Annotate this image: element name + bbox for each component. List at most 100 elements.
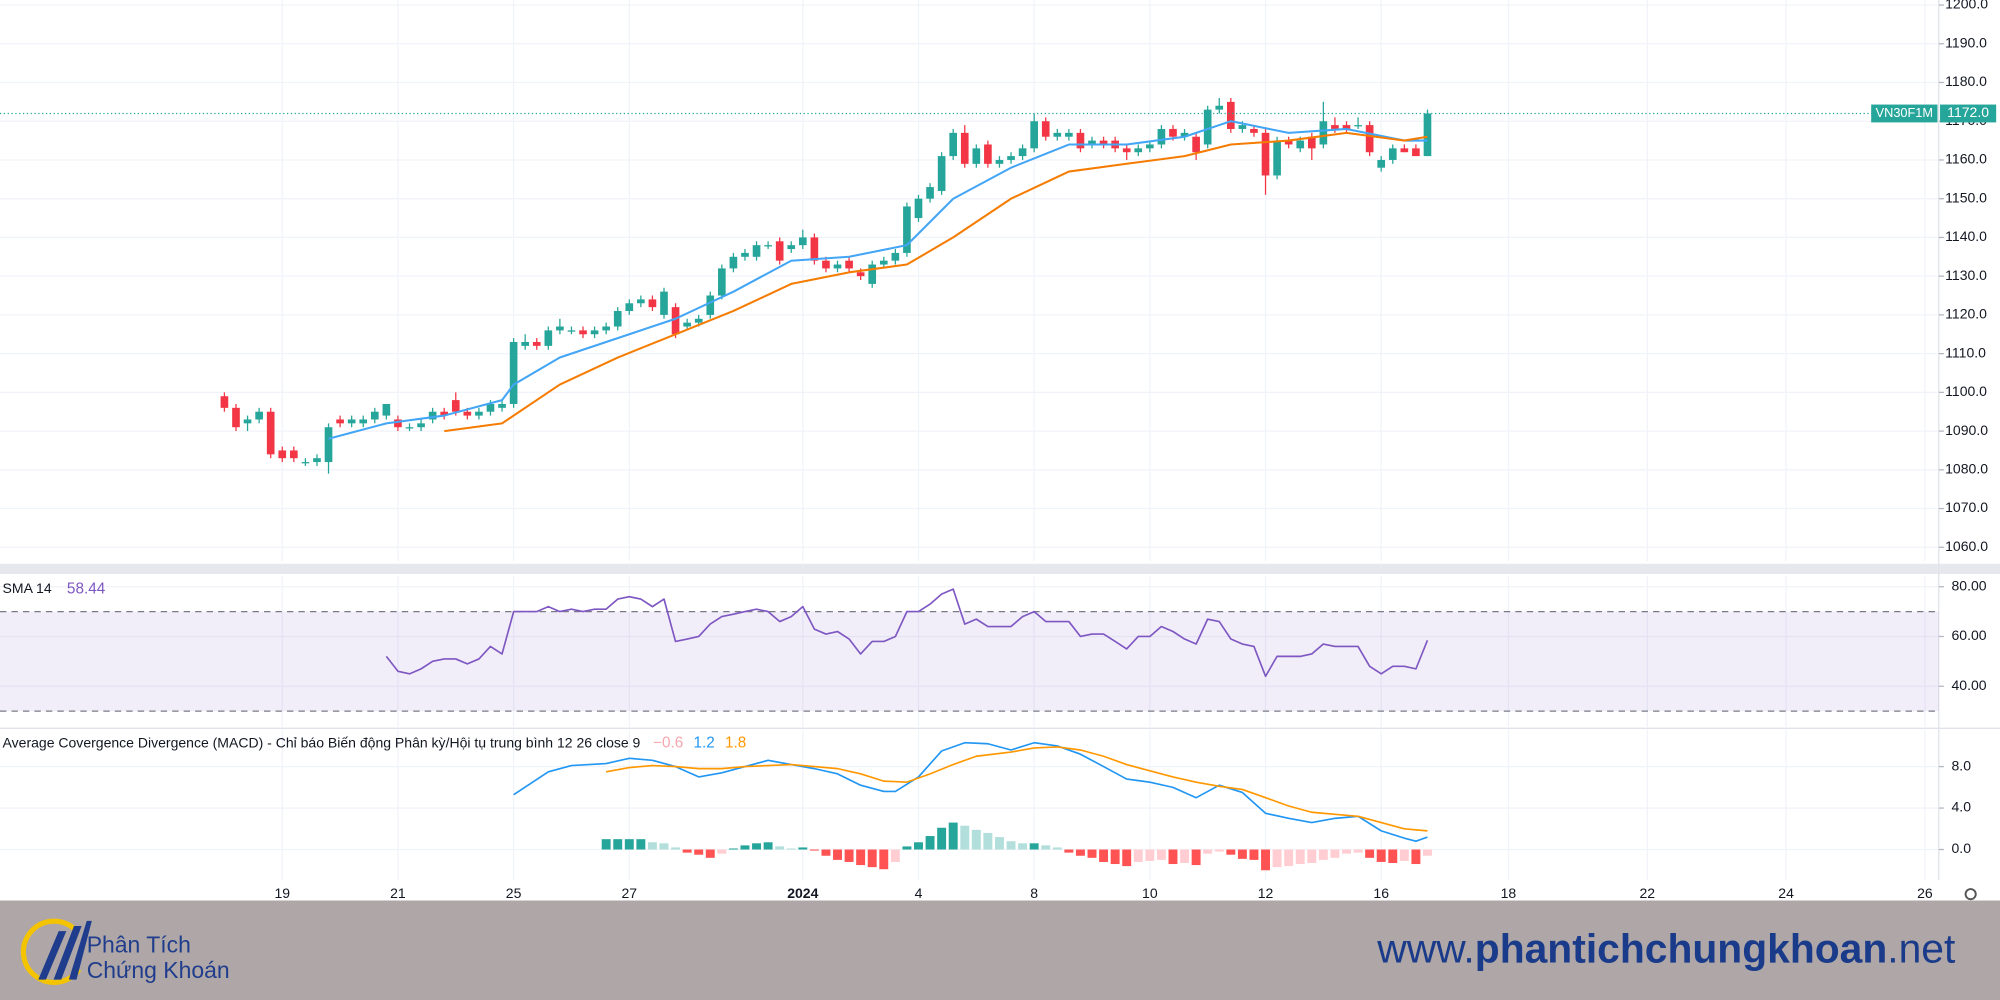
histogram-bar [1353,849,1363,853]
histogram-bar [902,846,912,850]
footer [0,900,2000,1000]
macd-line [605,746,1428,832]
candle-body [787,245,796,250]
logo-arc [20,918,82,985]
candle-body [683,322,691,327]
y-tick-label: 1190.0 [1945,34,1987,50]
candle-body [1088,140,1096,145]
histogram-bar [1075,849,1085,856]
macd-title: Average Covergence Divergence (MACD) - C… [3,734,641,750]
legend-value: 1.8 [725,735,746,752]
x-tick-label: 10 [1142,885,1158,901]
histogram-bar [1156,849,1166,860]
y-tick-label: 1060.0 [1945,538,1988,554]
candle-body [1319,121,1328,145]
candle-body [706,295,715,315]
histogram-bar [983,832,993,850]
candle-body [903,206,911,253]
histogram-bar [1029,843,1039,850]
histogram-bar [1388,849,1398,863]
candle-body [509,342,518,404]
rsi-value: 58.44 [67,580,106,597]
candle-body [1146,144,1154,149]
candle-body [833,264,842,269]
candle-body [1134,148,1143,153]
symbol-label: VN30F1M [1876,105,1933,120]
candle-body [1215,105,1224,110]
histogram-bar [624,839,634,850]
histogram-bar [1226,849,1236,855]
y-tick-label: 1070.0 [1945,499,1988,515]
candle-body [694,318,703,323]
candle-body [324,427,333,463]
y-tick-label: 8.0 [1952,757,1972,773]
histogram-bar [833,849,842,860]
x-tick-label: 12 [1258,885,1274,901]
y-tick-label: 1110.0 [1945,344,1986,360]
histogram-bar [636,839,646,850]
histogram-bar [1295,849,1305,865]
histogram-bar [1423,849,1432,856]
candle-body [602,326,610,331]
logo-text: Phân Tích [87,931,191,957]
y-tick-label: 4.0 [1952,799,1972,815]
candle-body [428,411,437,420]
y-tick-label: 1200.0 [1945,0,1988,12]
plots: 1060.01070.01080.01090.01100.01110.01120… [0,0,1997,901]
legend-value: −0.6 [653,735,683,752]
rsi-line [385,588,1429,678]
histogram-bar [798,847,808,850]
candle-body [475,411,483,416]
histogram-bar [1342,849,1351,854]
y-tick-label: 1090.0 [1945,422,1988,438]
candle-body [752,245,761,257]
histogram-bar [994,837,1004,850]
candle-body [382,403,391,416]
candle-body [1122,148,1131,153]
candle-body [394,419,402,428]
x-tick-label: 4 [915,885,923,901]
histogram-bar [752,843,762,850]
candle-body [798,237,807,246]
candle-body [556,326,564,331]
histogram-bar [1041,845,1051,850]
candle-body [1169,128,1177,137]
candle-body [266,411,275,455]
y-tick-label: 80.00 [1952,577,1987,593]
candle-body [1018,148,1027,157]
histogram-bar [937,827,947,850]
moving-average [444,131,1428,433]
settings-icon[interactable] [1964,888,1977,901]
x-tick-label: 25 [506,885,522,901]
candle-body [1250,128,1258,133]
histogram-bar [705,849,715,858]
y-tick-label: 1140.0 [1945,228,1987,244]
candle-body [1226,101,1235,129]
y-tick-label: 1150.0 [1945,189,1987,205]
histogram-bar [890,849,900,862]
candle-body [532,342,541,346]
histogram-bar [821,849,831,856]
histogram-bar [763,842,773,850]
x-tick-label: 18 [1501,885,1517,901]
candle-body [937,156,946,191]
x-tick-label: 22 [1639,885,1655,901]
candle-body [995,159,1004,164]
candle-body [960,132,969,164]
histogram-bar [786,848,796,850]
candle-body [1423,113,1432,157]
candle-body [544,330,553,346]
x-tick-label: 26 [1917,885,1933,901]
candle-body [613,311,622,327]
symbol-tag [1871,104,1938,123]
candle-body [1157,128,1166,145]
histogram-bar [948,822,958,850]
candle-body [1354,125,1362,127]
candle-body [984,144,992,164]
histogram-bar [879,849,889,870]
legend-value: 1.2 [694,735,715,752]
price-label: 1172.0 [1947,104,1989,120]
macd-line [513,741,1428,843]
candle-body [1180,132,1189,137]
settings-gear[interactable] [1964,888,1977,901]
